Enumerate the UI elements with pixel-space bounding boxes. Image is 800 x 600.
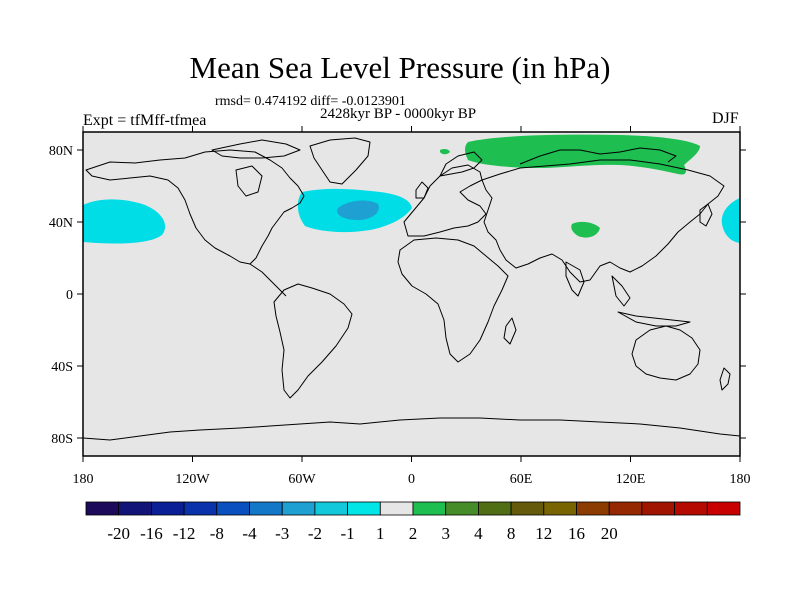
lon-tick-label: 60W [288,472,316,487]
period-text: 2428kyr BP - 0000kyr BP [320,106,477,122]
anomaly-blue-atlantic-core [337,200,379,220]
coast-madagascar [503,317,517,345]
colorbar-swatch [183,501,218,516]
colorbar-swatch [118,501,152,516]
coast-north-america [85,149,305,265]
colorbar-swatch [510,501,545,516]
lon-tick-label: 0 [408,472,415,487]
lat-tick-label: 80S [51,432,73,447]
colorbar-label: -8 [210,524,224,543]
colorbar-swatch [347,501,381,516]
anomaly-green-central-asia [571,221,600,238]
colorbar-label: -3 [275,524,289,543]
experiment-label: Expt = tfMff-tfmea [83,112,207,129]
colorbar-label: 3 [441,524,450,543]
colorbar-swatch [412,501,447,516]
colorbar-label: 12 [535,524,552,543]
coast-southeast-asia [611,275,631,307]
colorbar-swatch [543,501,577,516]
coastlines [83,137,740,441]
coast-africa [397,237,509,363]
colorbar-swatch [249,501,283,516]
lat-tick-label: 40N [49,216,73,231]
anomaly-cyan-northwest-pacific [721,198,740,243]
coast-greenland [309,137,371,185]
colorbar-swatch [706,501,741,516]
colorbar-label: -16 [140,524,163,543]
colorbar-label: 1 [376,524,385,543]
lon-tick-label: 180 [73,472,94,487]
colorbar-label: -1 [341,524,355,543]
colorbar-label: -20 [107,524,130,543]
colorbar-label: -12 [173,524,196,543]
latitude-axis: 80N 40N 0 40S 80S [49,144,746,447]
anomaly-green-spot [440,148,450,155]
coast-indonesia [617,311,691,327]
coast-hudson-bay [235,165,263,197]
colorbar-swatch [445,501,479,516]
colorbar-swatch [608,501,643,516]
colorbar-swatch [314,501,348,516]
colorbar-swatch [576,501,610,516]
coast-japan [699,203,713,227]
coast-india [565,261,585,297]
colorbar-swatch [281,501,316,516]
colorbar-label: 16 [568,524,585,543]
colorbar-swatch [216,501,250,516]
season-label: DJF [712,110,739,127]
colorbar-swatch [85,501,120,516]
colorbar-swatch [477,501,512,516]
map-title: Mean Sea Level Pressure (in hPa) [189,50,611,85]
coast-uk [415,181,429,199]
coast-russian-arctic [519,147,677,165]
longitude-axis: 180 120W 60W 0 60E 120E 180 [73,126,751,487]
coast-australia [631,325,701,381]
colorbar-label: 20 [601,524,618,543]
lat-tick-label: 0 [66,288,73,303]
coast-arctic-islands [211,139,301,159]
lon-tick-label: 120E [616,472,646,487]
colorbar-label: 4 [474,524,483,543]
coast-new-zealand [719,367,731,391]
colorbar-label: 8 [507,524,516,543]
anomaly-green-eurasia [465,134,700,175]
colorbar-label: -4 [242,524,257,543]
stats-text: rmsd= 0.474192 diff= -0.0123901 [215,94,406,109]
coast-scandinavia [439,151,483,177]
colorbar-label: -2 [308,524,322,543]
lon-tick-label: 60E [510,472,533,487]
colorbar-label: 2 [409,524,418,543]
lat-tick-label: 40S [51,360,73,375]
coast-antarctica [83,417,740,441]
lon-tick-label: 120W [175,472,210,487]
colorbar-swatch [150,501,185,516]
colorbar: -20 -16 -12 -8 -4 -3 -2 -1 1 2 3 4 8 12 16 20 [85,501,741,543]
coast-south-america [273,283,353,399]
map-background [83,132,740,456]
colorbar-swatch [379,501,414,516]
colorbar-swatch [674,501,708,516]
colorbar-swatch [641,501,676,516]
lat-tick-label: 80N [49,144,73,159]
lon-tick-label: 180 [730,472,751,487]
coast-asia [481,159,725,283]
anomaly-cyan-north-pacific [83,199,166,244]
